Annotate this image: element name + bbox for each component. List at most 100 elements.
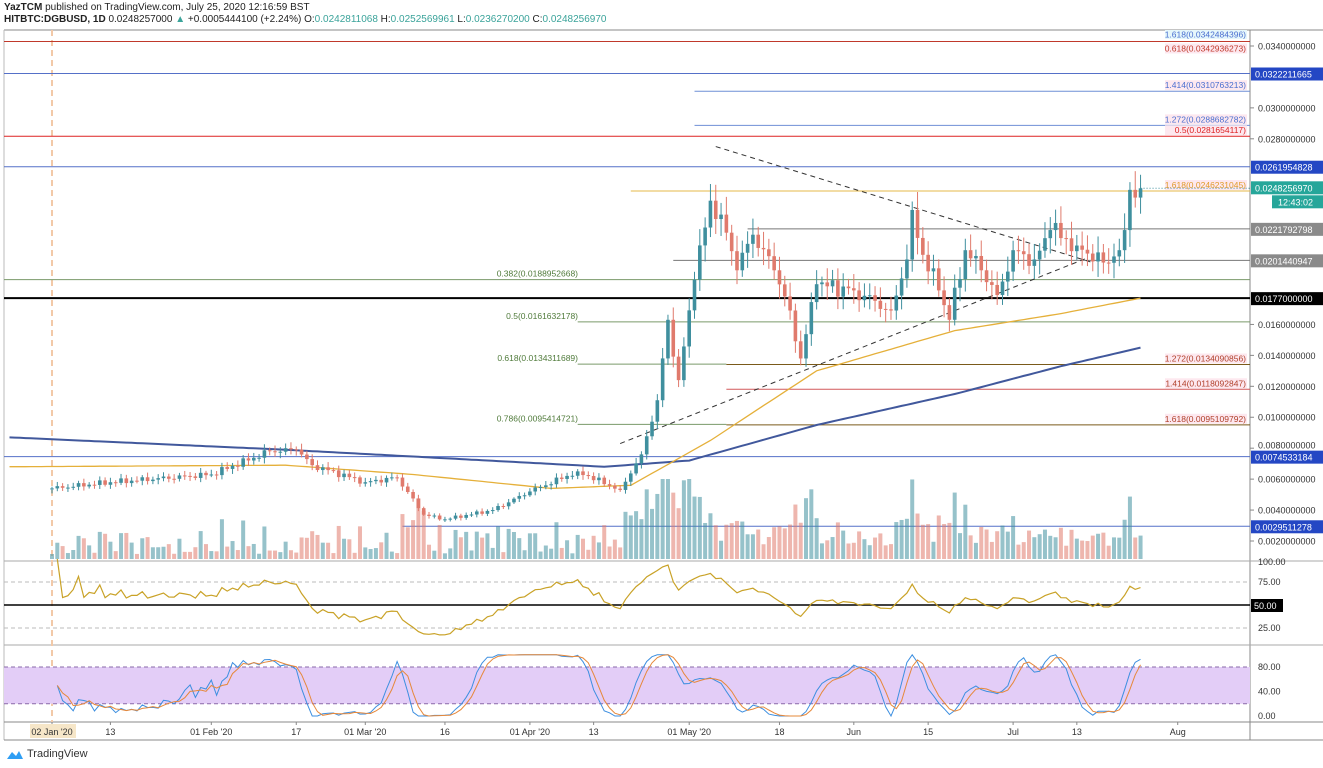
stoch-tick-label: 80.00	[1258, 662, 1281, 672]
volume-bar	[602, 525, 607, 559]
x-tick-label: Jul	[1007, 727, 1019, 737]
rsi-tick-label: 25.00	[1258, 623, 1281, 633]
candle-body	[830, 280, 835, 287]
volume-bar	[299, 537, 304, 559]
fib-label-bg	[1165, 30, 1247, 39]
candle-body	[135, 480, 139, 482]
candle-body	[857, 290, 861, 301]
volume-bar	[1112, 537, 1116, 559]
volume-bar	[926, 524, 931, 559]
candle-body	[607, 484, 612, 486]
candle-body	[1027, 254, 1031, 266]
price-level-axis-label: 0.0221792798	[1255, 225, 1313, 235]
volume-bar	[464, 531, 469, 559]
y-tick-label: 0.0100000000	[1258, 413, 1316, 423]
fib-label-bg	[1165, 378, 1247, 389]
candle-body	[1037, 250, 1042, 260]
volume-bar	[182, 551, 187, 559]
volume-bar	[129, 542, 134, 559]
volume-bar	[825, 540, 830, 559]
x-tick-label: 17	[291, 727, 301, 737]
volume-bar	[97, 531, 102, 559]
candle-body	[979, 255, 984, 271]
volume-bar	[76, 535, 81, 559]
candle-body	[1128, 189, 1132, 231]
volume-bar	[379, 542, 384, 559]
fib-label-bg	[1165, 125, 1247, 136]
x-tick-label: 13	[589, 727, 599, 737]
trendline[interactable]	[619, 257, 1088, 445]
candle-body	[1085, 249, 1090, 254]
candle-body	[528, 491, 532, 496]
candle-body	[1048, 230, 1053, 239]
candle-body	[108, 482, 113, 485]
volume-bar	[867, 545, 872, 559]
volume-bar	[198, 531, 203, 559]
candle-body	[55, 486, 60, 489]
volume-bar	[1133, 537, 1138, 559]
volume-bar	[841, 530, 846, 559]
candle-body	[740, 252, 745, 271]
tradingview-logo[interactable]: TradingView	[6, 748, 88, 760]
volume-bar	[60, 546, 65, 559]
price-level-axis-label: 0.0074533184	[1255, 453, 1313, 463]
volume-bar	[628, 515, 633, 559]
volume-bar	[554, 522, 559, 559]
candle-body	[124, 478, 129, 484]
volume-bar	[103, 533, 108, 559]
volume-bar	[1005, 531, 1010, 559]
price-change: +0.0005444100 (+2.24%)	[187, 14, 302, 25]
y-tick-label: 0.0280000000	[1258, 134, 1316, 144]
volume-bar	[995, 531, 1000, 559]
volume-bar	[931, 541, 936, 559]
x-tick-label: 01 Feb '20	[190, 727, 232, 737]
candle-body	[958, 278, 962, 288]
fib-level-label: 1.414(0.0310763213)	[1165, 80, 1246, 90]
volume-bar	[612, 539, 617, 559]
volume-bar	[219, 519, 224, 559]
volume-bar	[389, 551, 394, 559]
candle-body	[453, 515, 458, 519]
volume-bar	[543, 545, 548, 559]
candle-body	[251, 457, 256, 461]
fib-label-bg	[1165, 114, 1247, 125]
candle-body	[613, 485, 617, 489]
candle-body	[910, 209, 915, 260]
candle-body	[411, 491, 415, 499]
candle-body	[400, 477, 405, 487]
candle-body	[703, 227, 707, 246]
author[interactable]: YazTCM	[4, 2, 43, 13]
volume-bar	[1064, 545, 1069, 559]
candle-body	[602, 477, 607, 485]
candle-body	[947, 305, 952, 320]
x-tick-label: 01 May '20	[667, 727, 711, 737]
candle-body	[198, 472, 203, 478]
bar-countdown: 12:43:02	[1278, 197, 1313, 207]
trendline[interactable]	[715, 146, 1093, 264]
candle-body	[469, 514, 474, 516]
fib-level-label: 0.5(0.0281654117)	[1175, 125, 1246, 135]
volume-bar	[134, 553, 139, 559]
volume-bar	[665, 479, 670, 559]
volume-bar	[1027, 530, 1032, 559]
volume-bar	[1011, 516, 1016, 559]
candle-body	[310, 459, 314, 466]
candle-body	[1064, 238, 1069, 240]
candle-body	[230, 465, 235, 469]
volume-bar	[634, 511, 639, 559]
price-level-axis-tag	[1251, 520, 1323, 534]
candle-body	[798, 341, 803, 359]
candle-body	[1016, 250, 1021, 252]
volume-bar	[1032, 537, 1037, 559]
candle-body	[188, 475, 192, 477]
fib-label-bg	[1165, 413, 1247, 424]
volume-bar	[777, 526, 782, 559]
candle-body	[905, 259, 909, 279]
volume-bar	[368, 549, 373, 559]
volume-bar	[942, 524, 947, 559]
volume-bar	[1101, 532, 1106, 559]
price-level-axis-label: 0.0261954828	[1255, 163, 1313, 173]
candle-body	[113, 482, 118, 484]
fib-level-label: 0.382(0.0188952668)	[497, 269, 578, 279]
